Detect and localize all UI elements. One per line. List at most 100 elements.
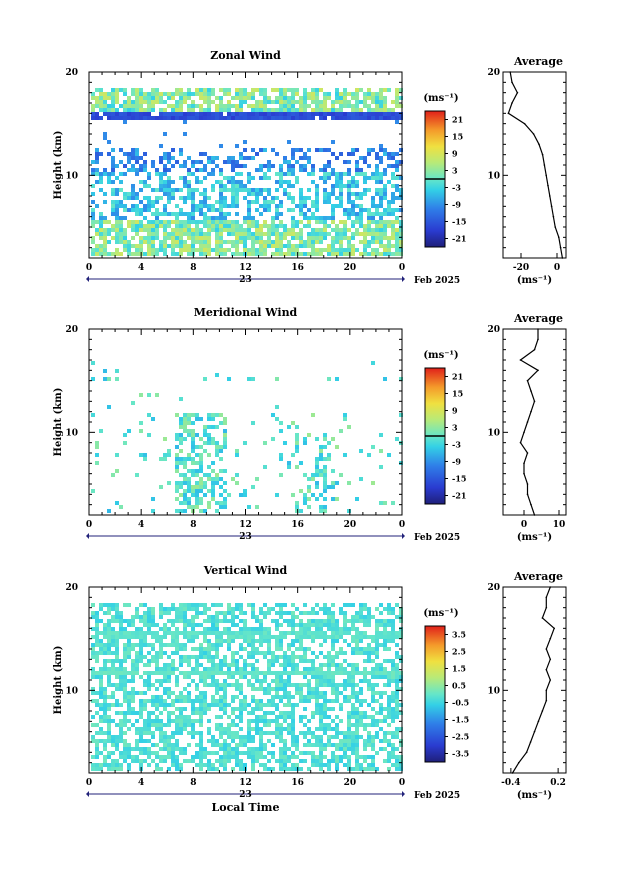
- y-tick-label: 20: [65, 325, 78, 335]
- average-profile-point: [511, 102, 513, 104]
- average-profile-point: [533, 348, 536, 351]
- colorbar-tick-label: 2.5: [452, 647, 466, 657]
- average-x-label: (ms⁻¹): [517, 790, 552, 801]
- average-x-tick-label: 0.2: [550, 778, 566, 788]
- y-tick-label: 20: [65, 68, 78, 78]
- average-profile-line: [507, 71, 563, 259]
- average-profile-point: [561, 257, 564, 259]
- colorbar-tick-label: 3.5: [452, 630, 466, 640]
- colorbar-tick-label: 3: [452, 423, 458, 433]
- average-profile-point: [523, 431, 525, 434]
- date-axis-arrow-left: [86, 533, 89, 539]
- x-axis-label: Local Time: [212, 801, 280, 814]
- average-profile-point: [509, 71, 512, 73]
- average-y-tick-label: 10: [487, 686, 500, 696]
- average-x-tick-label: -0.4: [501, 778, 520, 788]
- x-tick-label: 4: [138, 778, 144, 788]
- average-profile-point: [516, 91, 519, 94]
- average-profile-point: [545, 648, 548, 650]
- panel-title: Meridional Wind: [194, 306, 298, 319]
- colorbar-tick-label: 9: [452, 406, 458, 416]
- date-axis-arrow-right: [402, 791, 405, 797]
- average-y-tick-label: 10: [487, 428, 500, 438]
- average-x-tick-label: 10: [553, 520, 566, 530]
- average-profile-point: [519, 359, 522, 361]
- colorbar-unit: (ms⁻¹): [423, 608, 458, 619]
- average-y-tick-label: 20: [487, 583, 500, 593]
- x-tick-label: 0: [399, 263, 405, 273]
- average-profile-point: [530, 503, 532, 506]
- average-x-tick-label: -20: [513, 263, 529, 273]
- y-axis-label: Height (km): [53, 388, 64, 457]
- colorbar-tick-label: 3: [452, 166, 458, 176]
- date-axis-arrow-left: [86, 791, 89, 797]
- average-profile-point: [541, 617, 544, 619]
- average-profile-point: [533, 514, 536, 516]
- x-tick-label: 0: [399, 778, 405, 788]
- average-profile-point: [511, 772, 514, 774]
- average-profile-point: [530, 390, 532, 392]
- colorbar-tick-label: -21: [452, 491, 466, 501]
- month-label: Feb 2025: [414, 276, 460, 286]
- x-tick-label: 12: [239, 778, 252, 788]
- x-tick-label: 8: [190, 263, 196, 273]
- colorbar-tick-label: 9: [452, 149, 458, 159]
- average-profile-point: [549, 679, 552, 681]
- average-profile-point: [526, 493, 529, 496]
- average-profile-point: [537, 369, 539, 372]
- average-y-tick-label: 10: [487, 171, 500, 181]
- average-profile-point: [547, 184, 549, 187]
- average-profile-point: [532, 133, 535, 135]
- average-profile-point: [526, 483, 529, 485]
- date-axis-arrow-right: [402, 533, 405, 539]
- colorbar-tick-label: -15: [452, 217, 466, 227]
- average-profile-point: [550, 205, 553, 208]
- average-profile-point: [543, 164, 546, 166]
- average-profile-point: [530, 410, 532, 413]
- average-profile-point: [517, 761, 520, 764]
- date-axis-arrow-right: [402, 276, 405, 282]
- colorbar-tick-label: -3.5: [452, 749, 469, 759]
- x-tick-label: 0: [399, 520, 405, 530]
- average-profile-point: [523, 472, 525, 475]
- colorbar-tick-label: -9: [452, 200, 461, 210]
- average-profile-point: [545, 699, 548, 702]
- average-profile-line: [511, 586, 555, 774]
- colorbar-tick-label: 15: [452, 389, 463, 399]
- heatmap-field: [91, 88, 403, 256]
- colorbar-tick-label: 15: [452, 132, 463, 142]
- x-tick-label: 0: [86, 520, 92, 530]
- average-profile-point: [552, 215, 555, 218]
- average-profile-point: [559, 246, 562, 249]
- average-profile-line: [519, 329, 539, 516]
- average-profile-point: [549, 586, 552, 588]
- colorbar-tick-label: 1.5: [452, 664, 466, 674]
- day-label: 23: [239, 532, 252, 542]
- day-label: 23: [239, 275, 252, 285]
- average-profile-point: [549, 195, 551, 197]
- x-tick-label: 20: [344, 263, 357, 273]
- average-profile-point: [553, 627, 555, 630]
- x-tick-label: 12: [239, 263, 252, 273]
- x-tick-label: 0: [86, 263, 92, 273]
- average-profile-point: [545, 689, 548, 692]
- x-tick-label: 16: [291, 778, 304, 788]
- average-x-tick-label: 0: [554, 263, 560, 273]
- x-tick-label: 8: [190, 520, 196, 530]
- average-profile-point: [545, 596, 548, 599]
- average-profile-point: [525, 751, 528, 754]
- colorbar-tick-label: -21: [452, 234, 466, 244]
- x-tick-label: 16: [291, 520, 304, 530]
- y-tick-label: 10: [65, 686, 78, 696]
- average-title: Average: [513, 55, 563, 68]
- x-tick-label: 16: [291, 263, 304, 273]
- y-axis-label: Height (km): [53, 131, 64, 200]
- average-title: Average: [513, 312, 563, 325]
- average-profile-point: [558, 236, 560, 239]
- average-profile-point: [519, 441, 522, 444]
- average-y-tick-label: 20: [487, 68, 500, 78]
- x-tick-label: 4: [138, 520, 144, 530]
